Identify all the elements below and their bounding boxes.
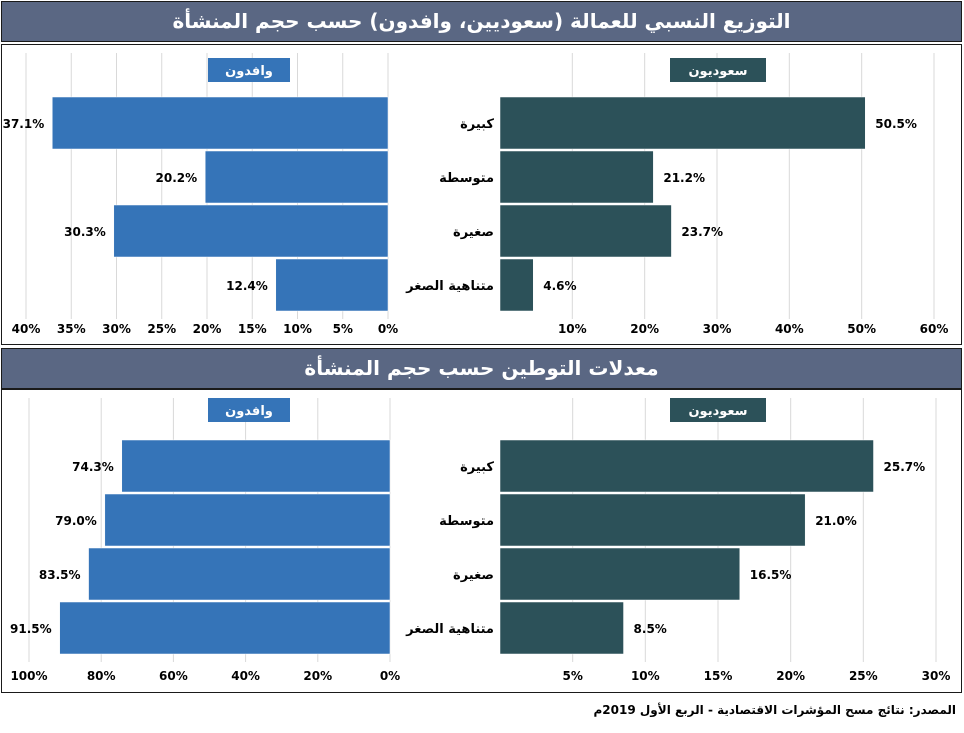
saudi-value-label: 25.7%: [884, 460, 926, 474]
expat-legend-label: وافدون: [225, 404, 273, 419]
saudi-value-label: 8.5%: [634, 622, 667, 636]
saudi-bar: [499, 547, 741, 601]
saudi-axis-tick: 5%: [562, 669, 582, 683]
expat-axis-tick: 20%: [303, 669, 332, 683]
saudi-axis-tick: 30%: [703, 322, 732, 336]
expat-axis-tick: 60%: [159, 669, 188, 683]
expat-value-label: 20.2%: [156, 171, 198, 185]
expat-legend-label: وافدون: [225, 64, 273, 79]
expat-legend-swatch: [208, 58, 290, 82]
saudi-legend-label: سعوديون: [688, 64, 747, 79]
expat-bar: [88, 547, 391, 601]
category-label: متناهية الصغر: [405, 279, 494, 294]
saudi-axis-tick: 30%: [922, 669, 951, 683]
saudi-legend-swatch: [670, 58, 766, 82]
saudi-axis-tick: 60%: [920, 322, 949, 336]
chart-1-svg: 40% 35% 30% 25% 20% 15% 10% 5% 0% 10% 20% 30% 40% 50%…: [3, 53, 949, 336]
saudi-axis-tick: 10%: [558, 322, 587, 336]
saudi-value-label: 16.5%: [750, 568, 792, 582]
expat-axis-tick: 35%: [57, 322, 86, 336]
saudi-value-label: 21.2%: [663, 171, 705, 185]
expat-axis-tick: 15%: [238, 322, 267, 336]
expat-axis-tick: 10%: [283, 322, 312, 336]
expat-axis-tick: 25%: [147, 322, 176, 336]
saudi-axis-tick: 15%: [704, 669, 733, 683]
source-note: المصدر: نتائج مسح المؤشرات الاقتصادية - …: [593, 703, 957, 717]
saudi-value-label: 50.5%: [875, 117, 917, 131]
expat-value-label: 83.5%: [39, 568, 81, 582]
category-label: كبيرة: [460, 460, 494, 475]
saudi-value-label: 21.0%: [815, 514, 857, 528]
saudi-value-label: 4.6%: [543, 279, 576, 293]
category-label: متوسطة: [439, 171, 494, 186]
saudi-bar: [499, 601, 624, 655]
expat-value-label: 37.1%: [3, 117, 45, 131]
expat-bar: [59, 601, 391, 655]
expat-axis-tick: 80%: [87, 669, 116, 683]
expat-axis-tick: 30%: [102, 322, 131, 336]
expat-axis-tick: 20%: [193, 322, 222, 336]
expat-value-label: 91.5%: [10, 622, 52, 636]
expat-axis-tick: 0%: [378, 322, 398, 336]
expat-bar: [51, 96, 389, 150]
chart-2-title: معدلات التوطين حسب حجم المنشأة: [304, 356, 659, 380]
expat-axis-tick: 0%: [380, 669, 400, 683]
saudi-axis-tick: 10%: [631, 669, 660, 683]
saudi-axis-tick: 40%: [775, 322, 804, 336]
expat-bar: [104, 493, 391, 547]
expat-value-label: 79.0%: [55, 514, 97, 528]
chart-2-title-band: معدلات التوطين حسب حجم المنشأة: [1, 348, 962, 389]
saudi-value-label: 23.7%: [681, 225, 723, 239]
chart-1-title: التوزيع النسبي للعمالة (سعوديين، وافدون)…: [172, 9, 791, 33]
saudi-axis-tick: 20%: [776, 669, 805, 683]
expat-axis-tick: 40%: [12, 322, 41, 336]
saudi-axis-tick: 20%: [630, 322, 659, 336]
expat-bar: [121, 439, 391, 493]
saudi-bar: [499, 439, 874, 493]
expat-value-label: 74.3%: [72, 460, 114, 474]
expat-axis-tick: 100%: [10, 669, 47, 683]
saudi-bar: [499, 96, 866, 150]
category-label: متناهية الصغر: [405, 622, 494, 637]
saudi-legend-swatch: [670, 398, 766, 422]
chart-2-svg: 100% 80% 60% 40% 20% 0% 5% 10% 15% 20% 25% 30% وافدو…: [10, 398, 951, 683]
saudi-bar: [499, 493, 806, 547]
expat-value-label: 12.4%: [226, 279, 268, 293]
category-label: صغيرة: [453, 225, 494, 240]
saudi-legend-label: سعوديون: [688, 404, 747, 419]
expat-legend-swatch: [208, 398, 290, 422]
saudi-bar: [499, 204, 672, 258]
expat-axis-tick: 40%: [231, 669, 260, 683]
expat-bar: [204, 150, 389, 204]
chart-2-panel: 100% 80% 60% 40% 20% 0% 5% 10% 15% 20% 25% 30% وافدو…: [1, 389, 962, 693]
saudi-axis-tick: 25%: [849, 669, 878, 683]
expat-bar: [113, 204, 389, 258]
chart-1-title-band: التوزيع النسبي للعمالة (سعوديين، وافدون)…: [1, 1, 962, 42]
category-label: كبيرة: [460, 117, 494, 132]
chart-1-panel: 40% 35% 30% 25% 20% 15% 10% 5% 0% 10% 20% 30% 40% 50%…: [1, 44, 962, 345]
expat-value-label: 30.3%: [64, 225, 106, 239]
saudi-bar: [499, 150, 654, 204]
saudi-bar: [499, 258, 534, 312]
expat-axis-tick: 5%: [333, 322, 353, 336]
category-label: متوسطة: [439, 514, 494, 529]
saudi-axis-tick: 50%: [847, 322, 876, 336]
category-label: صغيرة: [453, 568, 494, 583]
expat-bar: [275, 258, 389, 312]
